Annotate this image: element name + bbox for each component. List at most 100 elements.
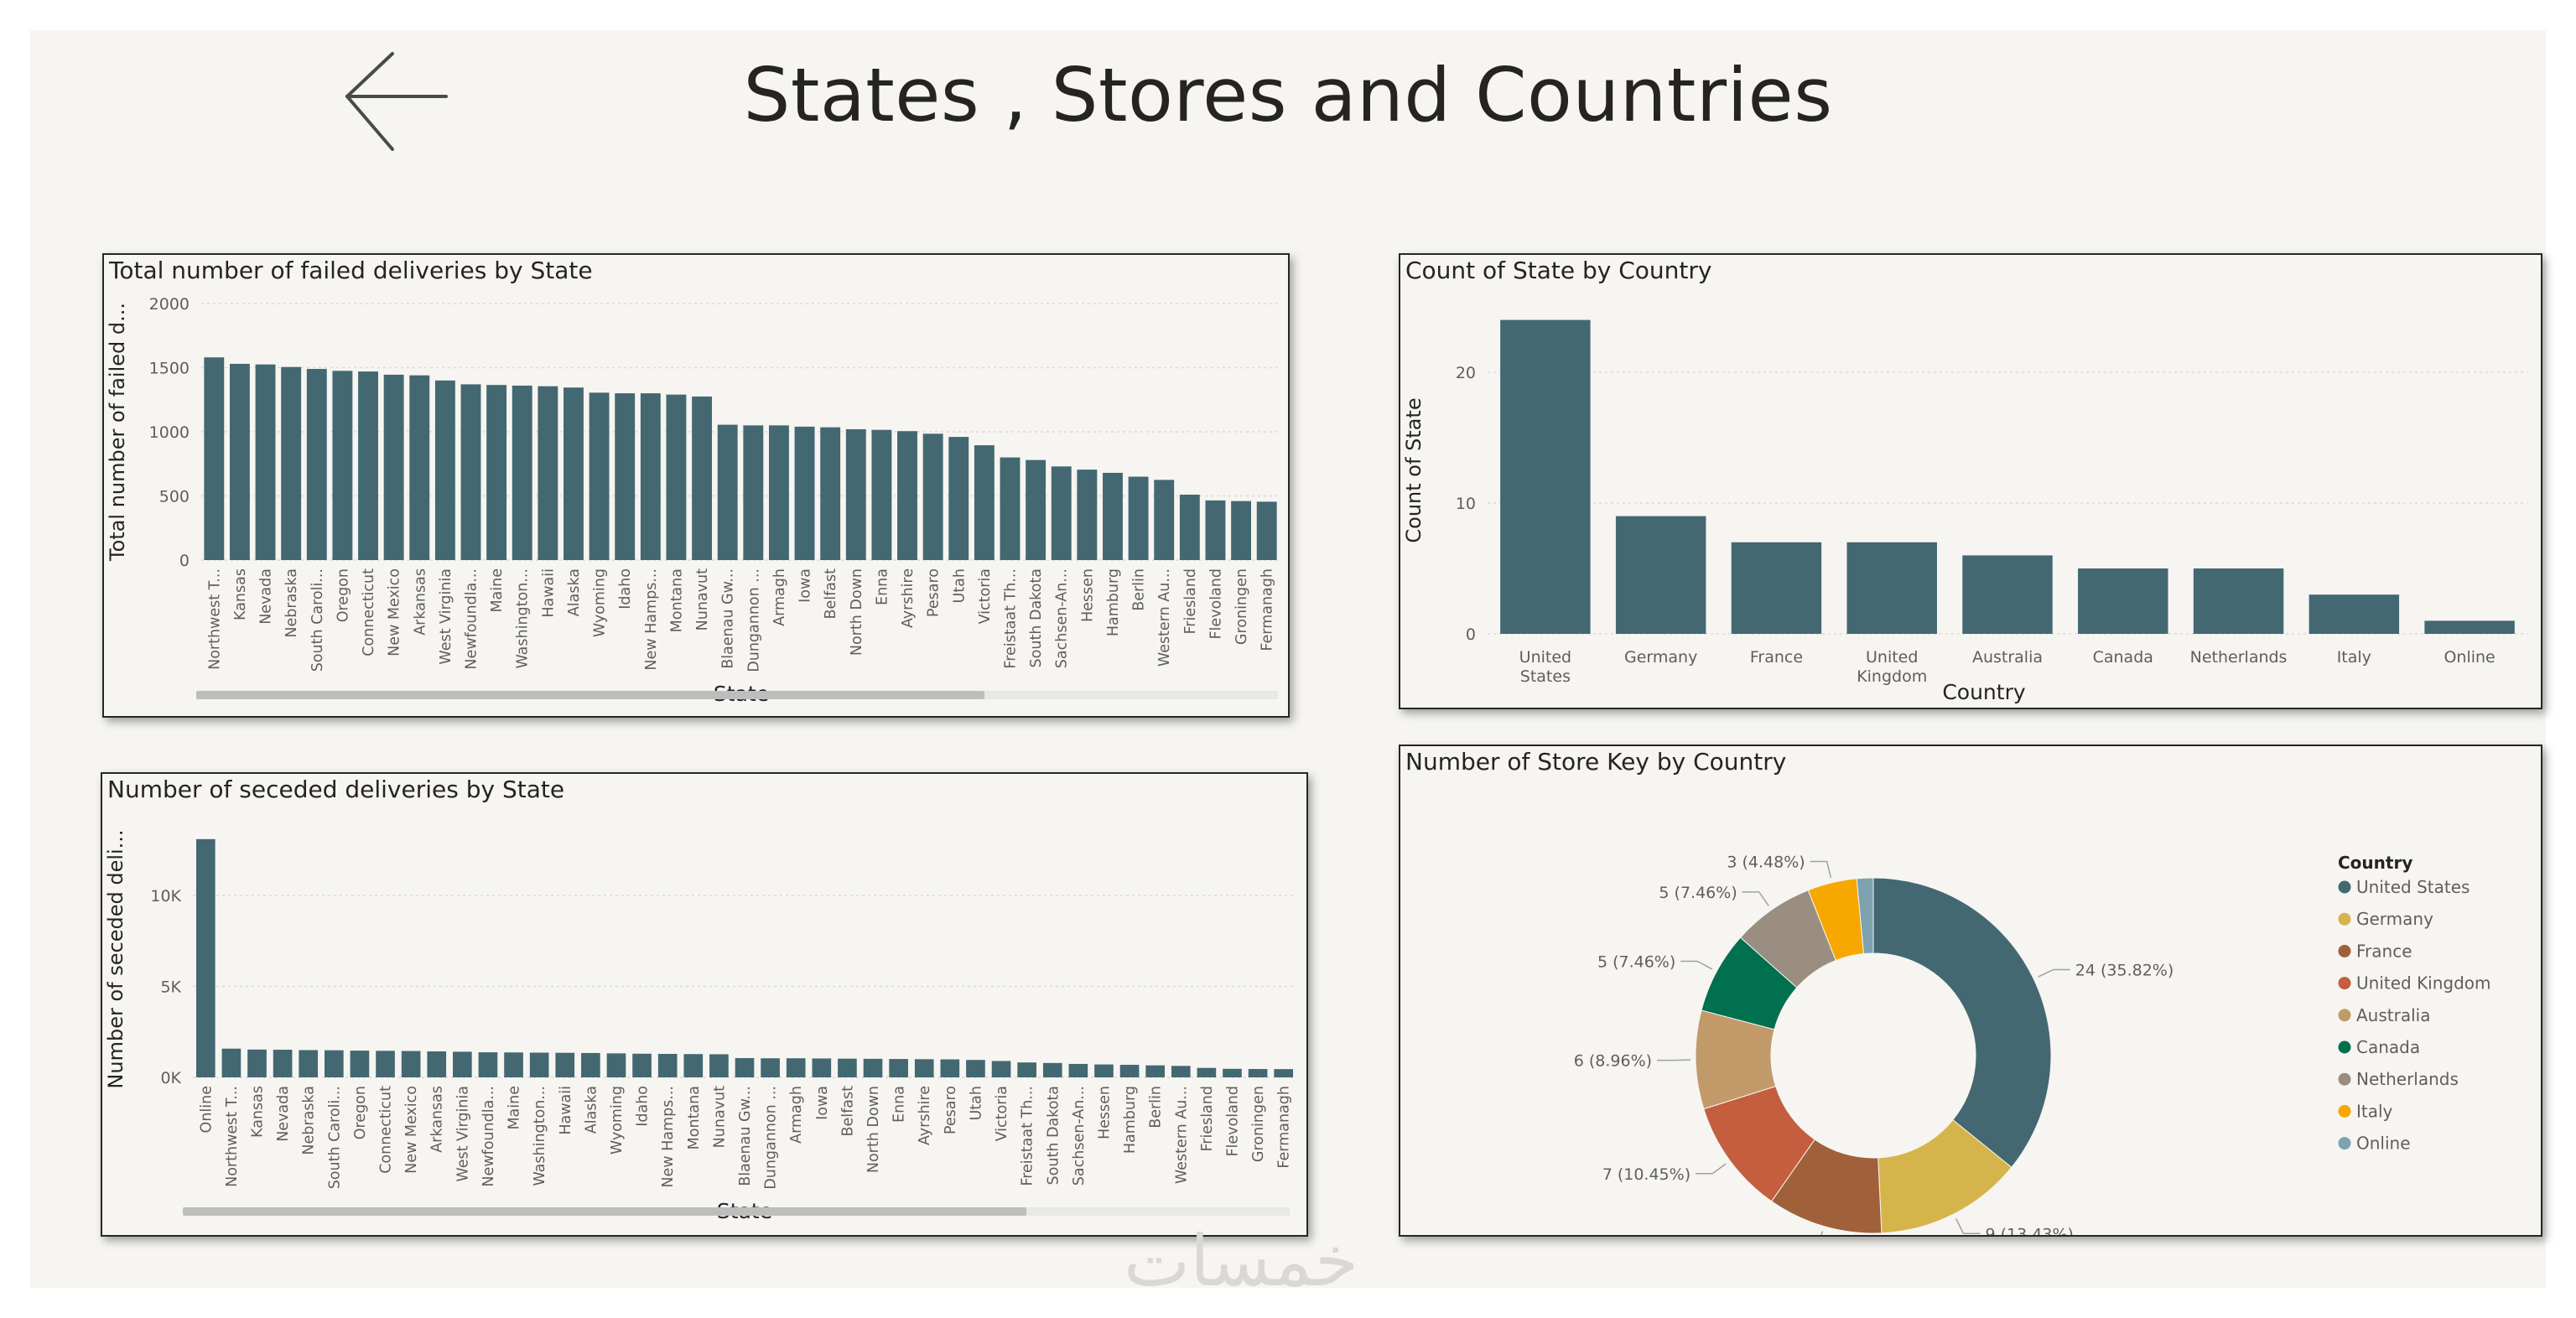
y-tick-label: 1500 xyxy=(149,360,190,378)
x-tick-label: Wyoming xyxy=(592,568,609,637)
bar xyxy=(195,838,216,1077)
x-tick-label: Newfoundla... xyxy=(480,1086,497,1187)
country-chart-title: Count of State by Country xyxy=(1405,257,1712,284)
bar xyxy=(838,1058,857,1077)
bar xyxy=(683,1054,704,1077)
x-tick-label: Western Au... xyxy=(1156,568,1173,667)
y-tick-label: 0 xyxy=(179,552,190,570)
x-tick-label: Friesland xyxy=(1182,568,1199,635)
x-tick-label: West Virginia xyxy=(438,568,454,665)
state-by-country-chart-panel[interactable]: Count of State by Country 0 10 20 Count of … xyxy=(1399,253,2542,709)
x-tick-label: Oregon xyxy=(335,568,351,622)
legend-item[interactable]: Canada xyxy=(2356,1037,2420,1057)
x-tick-label: Wyoming xyxy=(609,1086,626,1155)
bar xyxy=(529,1052,549,1077)
leader-line xyxy=(1810,860,1832,879)
bar xyxy=(281,366,302,560)
bar xyxy=(1223,1068,1242,1077)
bar xyxy=(974,445,995,560)
bar xyxy=(306,369,327,560)
bar xyxy=(383,374,404,560)
x-tick-label: Utah xyxy=(951,568,968,604)
x-tick-label: New Hamps... xyxy=(660,1086,677,1188)
bar xyxy=(1145,1065,1165,1077)
bar xyxy=(555,1052,575,1077)
bar xyxy=(657,1054,678,1077)
x-tick-label: Armagh xyxy=(788,1086,805,1144)
x-tick-label: North Down xyxy=(865,1086,882,1173)
donut-slice[interactable] xyxy=(1856,877,1874,955)
bar xyxy=(632,1053,652,1077)
x-axis-title: Country xyxy=(1942,680,2026,704)
legend-item[interactable]: Germany xyxy=(2356,909,2433,929)
x-tick-label: Ayrshire xyxy=(900,568,917,628)
x-tick-label: Hawaii xyxy=(540,568,557,618)
horizontal-scrollbar[interactable] xyxy=(183,1207,1026,1216)
x-tick-label: Maine xyxy=(489,568,506,613)
legend-marker xyxy=(2338,912,2351,926)
legend-item[interactable]: Australia xyxy=(2356,1005,2430,1025)
legend-item[interactable]: United States xyxy=(2356,877,2470,897)
bar xyxy=(735,1058,755,1077)
x-tick-label: Utah xyxy=(968,1086,984,1121)
x-tick-label: Freistaat Th... xyxy=(1020,1086,1036,1186)
x-tick-label: Enna xyxy=(874,568,891,605)
leader-line xyxy=(1680,960,1713,970)
y-axis-title: Count of State xyxy=(1402,397,1426,542)
bar xyxy=(564,387,584,560)
donut-slice[interactable] xyxy=(1872,877,2052,1168)
x-tick-label: Dungannon ... xyxy=(745,568,762,672)
failed-deliveries-chart-panel[interactable]: Total number of failed deliveries by Sta… xyxy=(102,253,1290,718)
x-tick-label: Fermanagh xyxy=(1259,568,1276,651)
x-tick-label: Freistaat Th... xyxy=(1003,568,1020,669)
legend-marker xyxy=(2338,1009,2351,1022)
legend-marker xyxy=(2338,1072,2351,1086)
x-tick-label: Nunavut xyxy=(694,568,711,630)
x-tick-label: Dungannon ... xyxy=(763,1086,780,1190)
bar xyxy=(204,357,225,560)
bar xyxy=(512,385,532,560)
x-tick-label: Armagh xyxy=(771,568,788,626)
legend-title: Country xyxy=(2338,853,2412,873)
bar xyxy=(709,1054,729,1077)
back-arrow-icon[interactable] xyxy=(335,42,461,159)
legend-item[interactable]: United Kingdom xyxy=(2356,973,2491,994)
legend-item[interactable]: Online xyxy=(2356,1134,2411,1154)
bar xyxy=(1846,542,1937,634)
bar xyxy=(1017,1062,1036,1077)
x-tick-label: Berlin xyxy=(1148,1086,1165,1129)
x-tick-label: Connecticut xyxy=(378,1086,395,1174)
bar xyxy=(743,425,764,560)
horizontal-scrollbar[interactable] xyxy=(196,691,984,699)
bar xyxy=(538,386,558,560)
x-tick-label: United xyxy=(1519,648,1571,667)
x-tick-label: Washington... xyxy=(515,568,532,669)
bar xyxy=(794,426,815,560)
bar xyxy=(427,1051,447,1077)
bar xyxy=(820,427,841,560)
legend-item[interactable]: Netherlands xyxy=(2356,1069,2459,1089)
bar xyxy=(434,380,455,560)
x-tick-label: Nunavut xyxy=(711,1086,728,1148)
x-tick-label: Hawaii xyxy=(558,1086,574,1135)
x-tick-label: Arkansas xyxy=(429,1086,446,1153)
bar xyxy=(299,1050,319,1077)
legend-item[interactable]: Italy xyxy=(2356,1101,2393,1121)
y-axis-title: Number of seceded deli... xyxy=(104,829,127,1088)
seceded-deliveries-chart-panel[interactable]: Number of seceded deliveries by State 0K… xyxy=(101,772,1308,1237)
data-label: 3 (4.48%) xyxy=(1727,854,1805,872)
x-tick-label: Maine xyxy=(506,1086,523,1130)
x-tick-label: Oregon xyxy=(352,1086,369,1139)
bar xyxy=(1171,1066,1191,1077)
legend-marker xyxy=(2338,944,2351,957)
x-tick-label: Canada xyxy=(2093,648,2153,667)
x-tick-label: States xyxy=(1520,667,1571,686)
bar xyxy=(332,371,353,560)
legend-item[interactable]: France xyxy=(2356,941,2412,961)
store-by-country-chart-panel[interactable]: Number of Store Key by Country 24 (35.82… xyxy=(1399,745,2542,1237)
x-tick-label: New Hamps... xyxy=(643,568,660,671)
bar xyxy=(2424,620,2515,634)
bar xyxy=(1179,494,1200,560)
bar xyxy=(453,1051,472,1077)
bar xyxy=(2193,568,2284,634)
